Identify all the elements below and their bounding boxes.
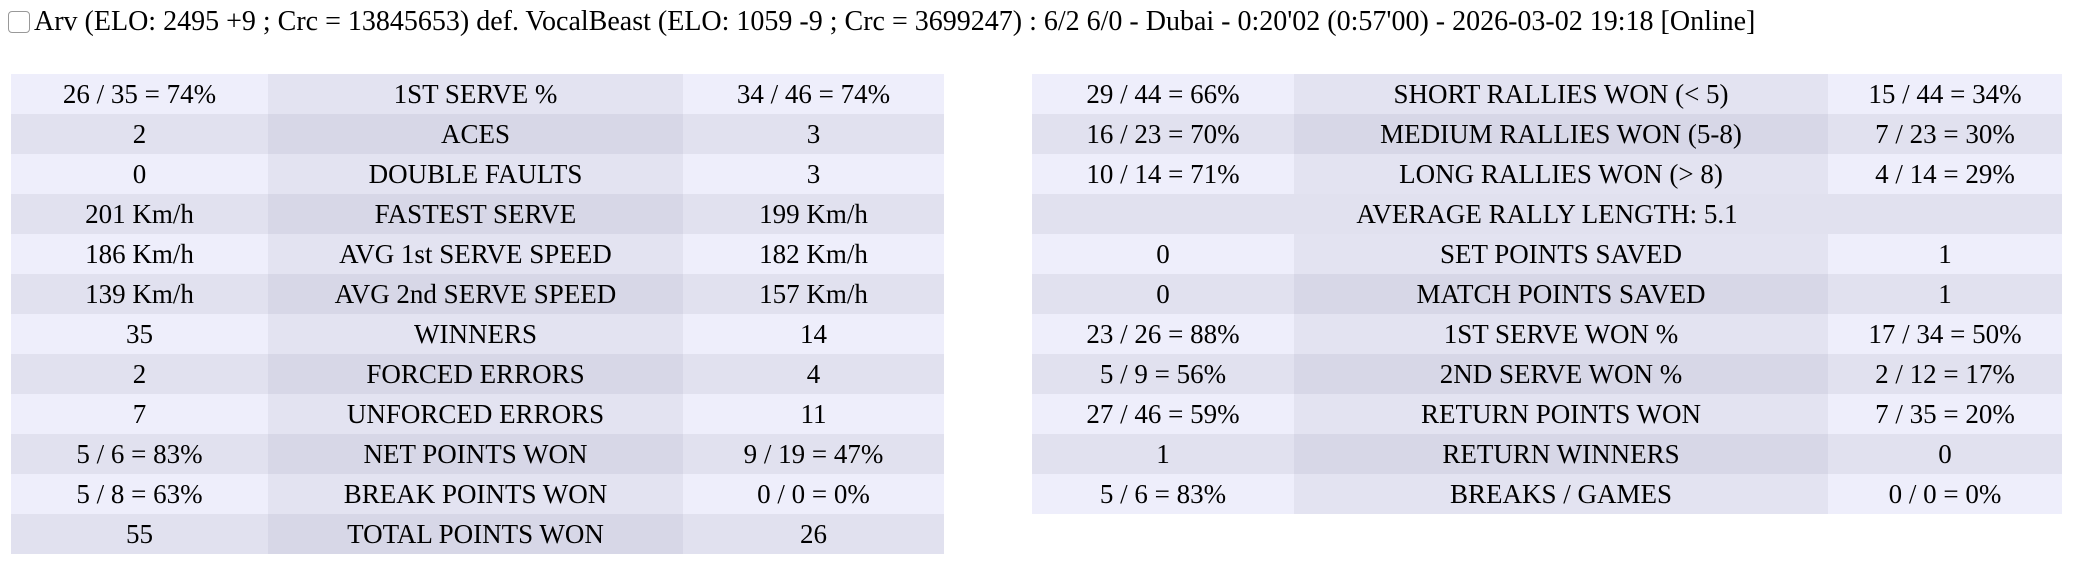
player1-stat: 5 / 6 = 83% <box>1032 474 1294 514</box>
match-header: Arv (ELO: 2495 +9 ; Crc = 13845653) def.… <box>8 4 1755 40</box>
player1-stat: 27 / 46 = 59% <box>1032 394 1294 434</box>
player1-stat: 0 <box>1032 274 1294 314</box>
stat-row: 55 TOTAL POINTS WON 26 <box>11 514 944 554</box>
stat-row: 5 / 6 = 83% BREAKS / GAMES 0 / 0 = 0% <box>1032 474 2062 514</box>
player1-stat: 55 <box>11 514 268 554</box>
player1-stat: 2 <box>11 114 268 154</box>
stat-row: 139 Km/h AVG 2nd SERVE SPEED 157 Km/h <box>11 274 944 314</box>
stat-row: AVERAGE RALLY LENGTH: 5.1 <box>1032 194 2062 234</box>
stat-label: NET POINTS WON <box>268 434 683 474</box>
player2-stat: 1 <box>1828 234 2062 274</box>
player1-stat: 1 <box>1032 434 1294 474</box>
stat-row: 29 / 44 = 66% SHORT RALLIES WON (< 5) 15 /… <box>1032 74 2062 114</box>
player2-stat: 1 <box>1828 274 2062 314</box>
stat-row: 2 FORCED ERRORS 4 <box>11 354 944 394</box>
player2-stat: 26 <box>683 514 944 554</box>
player2-stat: 2 / 12 = 17% <box>1828 354 2062 394</box>
stat-label: 1ST SERVE % <box>268 74 683 114</box>
stat-label: WINNERS <box>268 314 683 354</box>
player2-stat: 0 / 0 = 0% <box>683 474 944 514</box>
stat-row: 0 DOUBLE FAULTS 3 <box>11 154 944 194</box>
stat-row: 10 / 14 = 71% LONG RALLIES WON (> 8) 4 / 1… <box>1032 154 2062 194</box>
player2-stat: 182 Km/h <box>683 234 944 274</box>
stat-label: 2ND SERVE WON % <box>1294 354 1828 394</box>
right-stats-table: 29 / 44 = 66% SHORT RALLIES WON (< 5) 15 /… <box>1032 74 2062 514</box>
player1-stat: 26 / 35 = 74% <box>11 74 268 114</box>
stat-row: 35 WINNERS 14 <box>11 314 944 354</box>
stat-label: DOUBLE FAULTS <box>268 154 683 194</box>
player1-stat: 35 <box>11 314 268 354</box>
player1-stat: 23 / 26 = 88% <box>1032 314 1294 354</box>
player2-stat: 15 / 44 = 34% <box>1828 74 2062 114</box>
stat-row: 23 / 26 = 88% 1ST SERVE WON % 17 / 34 = 50… <box>1032 314 2062 354</box>
player1-stat: 139 Km/h <box>11 274 268 314</box>
player2-stat: 34 / 46 = 74% <box>683 74 944 114</box>
header-text: Arv (ELO: 2495 +9 ; Crc = 13845653) def.… <box>34 6 1756 37</box>
stat-row: 26 / 35 = 74% 1ST SERVE % 34 / 46 = 74% <box>11 74 944 114</box>
checkbox[interactable] <box>8 11 30 33</box>
stat-label: BREAKS / GAMES <box>1294 474 1828 514</box>
stat-row: 7 UNFORCED ERRORS 11 <box>11 394 944 434</box>
player1-stat: 5 / 8 = 63% <box>11 474 268 514</box>
stat-row: 5 / 8 = 63% BREAK POINTS WON 0 / 0 = 0% <box>11 474 944 514</box>
stat-row: 201 Km/h FASTEST SERVE 199 Km/h <box>11 194 944 234</box>
stat-label: RETURN POINTS WON <box>1294 394 1828 434</box>
stat-summary: AVERAGE RALLY LENGTH: 5.1 <box>1032 194 2062 234</box>
left-stats-table: 26 / 35 = 74% 1ST SERVE % 34 / 46 = 74% 2 AC… <box>11 74 944 554</box>
stat-label: ACES <box>268 114 683 154</box>
player1-stat: 10 / 14 = 71% <box>1032 154 1294 194</box>
stat-label: FASTEST SERVE <box>268 194 683 234</box>
stat-row: 0 SET POINTS SAVED 1 <box>1032 234 2062 274</box>
player2-stat: 157 Km/h <box>683 274 944 314</box>
player2-stat: 3 <box>683 114 944 154</box>
player1-stat: 2 <box>11 354 268 394</box>
stat-label: UNFORCED ERRORS <box>268 394 683 434</box>
stat-label: TOTAL POINTS WON <box>268 514 683 554</box>
stat-label: MEDIUM RALLIES WON (5-8) <box>1294 114 1828 154</box>
player1-stat: 201 Km/h <box>11 194 268 234</box>
stat-label: MATCH POINTS SAVED <box>1294 274 1828 314</box>
stat-label: BREAK POINTS WON <box>268 474 683 514</box>
stat-label: AVG 1st SERVE SPEED <box>268 234 683 274</box>
stat-label: AVG 2nd SERVE SPEED <box>268 274 683 314</box>
player1-stat: 0 <box>11 154 268 194</box>
player2-stat: 0 <box>1828 434 2062 474</box>
player1-stat: 5 / 6 = 83% <box>11 434 268 474</box>
player1-stat: 29 / 44 = 66% <box>1032 74 1294 114</box>
stat-row: 1 RETURN WINNERS 0 <box>1032 434 2062 474</box>
stat-row: 16 / 23 = 70% MEDIUM RALLIES WON (5-8) 7 /… <box>1032 114 2062 154</box>
stat-row: 2 ACES 3 <box>11 114 944 154</box>
player2-stat: 14 <box>683 314 944 354</box>
stat-label: LONG RALLIES WON (> 8) <box>1294 154 1828 194</box>
stat-label: 1ST SERVE WON % <box>1294 314 1828 354</box>
player2-stat: 7 / 35 = 20% <box>1828 394 2062 434</box>
player2-stat: 199 Km/h <box>683 194 944 234</box>
stat-label: RETURN WINNERS <box>1294 434 1828 474</box>
player2-stat: 11 <box>683 394 944 434</box>
player2-stat: 9 / 19 = 47% <box>683 434 944 474</box>
player2-stat: 3 <box>683 154 944 194</box>
player2-stat: 4 / 14 = 29% <box>1828 154 2062 194</box>
stat-row: 27 / 46 = 59% RETURN POINTS WON 7 / 35 = 2… <box>1032 394 2062 434</box>
stat-row: 5 / 6 = 83% NET POINTS WON 9 / 19 = 47% <box>11 434 944 474</box>
stat-row: 186 Km/h AVG 1st SERVE SPEED 182 Km/h <box>11 234 944 274</box>
stat-label: SHORT RALLIES WON (< 5) <box>1294 74 1828 114</box>
player2-stat: 0 / 0 = 0% <box>1828 474 2062 514</box>
player1-stat: 16 / 23 = 70% <box>1032 114 1294 154</box>
stat-row: 0 MATCH POINTS SAVED 1 <box>1032 274 2062 314</box>
player1-stat: 0 <box>1032 234 1294 274</box>
stat-label: SET POINTS SAVED <box>1294 234 1828 274</box>
stat-label: FORCED ERRORS <box>268 354 683 394</box>
player2-stat: 7 / 23 = 30% <box>1828 114 2062 154</box>
player1-stat: 5 / 9 = 56% <box>1032 354 1294 394</box>
player1-stat: 7 <box>11 394 268 434</box>
player1-stat: 186 Km/h <box>11 234 268 274</box>
stat-row: 5 / 9 = 56% 2ND SERVE WON % 2 / 12 = 17% <box>1032 354 2062 394</box>
player2-stat: 4 <box>683 354 944 394</box>
player2-stat: 17 / 34 = 50% <box>1828 314 2062 354</box>
